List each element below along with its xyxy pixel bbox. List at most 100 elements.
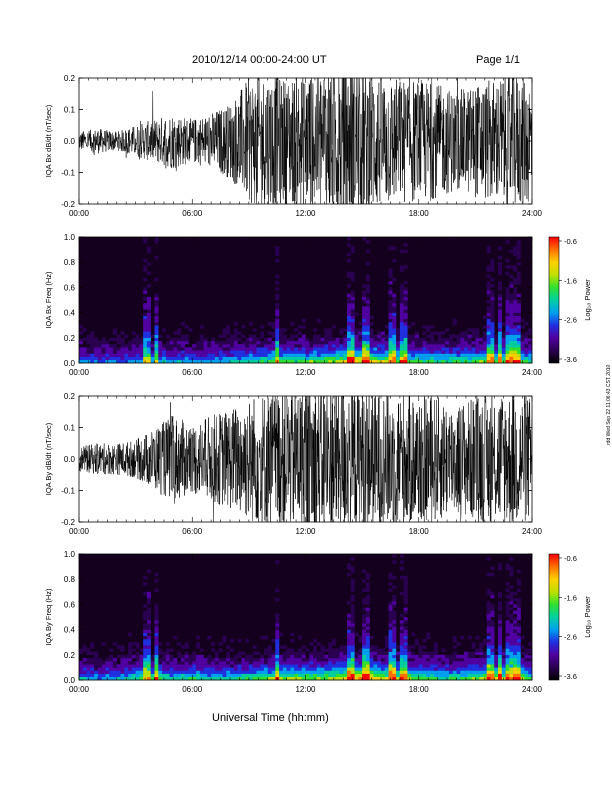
spectrogram-cell	[196, 356, 200, 361]
spectrogram-cell	[490, 359, 495, 364]
spectrogram-cell	[109, 648, 114, 652]
spectrogram-cell	[347, 300, 351, 304]
spectrogram-cell	[490, 268, 495, 272]
spectrogram-cell	[331, 664, 336, 668]
spectrogram-cell	[120, 340, 125, 345]
spectrogram-cell	[90, 667, 95, 671]
spectrogram-cell	[94, 350, 99, 354]
spectrogram-cell	[498, 632, 502, 637]
spectrogram-cell	[448, 334, 453, 338]
spectrogram-cell	[392, 598, 397, 602]
spectrogram-cell	[456, 664, 461, 668]
spectrogram-cell	[505, 582, 510, 586]
spectrogram-cell	[180, 654, 185, 659]
spectrogram-cell	[135, 676, 140, 681]
spectrogram-cell	[196, 673, 200, 678]
spectrogram-cell	[388, 315, 393, 320]
spectrogram-cell	[214, 356, 219, 361]
spectrogram-cell	[301, 353, 306, 357]
spectrogram-cell	[347, 629, 351, 633]
spectrogram-cell	[297, 667, 302, 671]
spectrogram-cell	[414, 642, 419, 646]
spectrogram-cell	[411, 359, 416, 364]
spectrogram-cell	[94, 651, 99, 655]
spectrogram-cell	[516, 598, 521, 602]
spectrogram-cell	[347, 243, 351, 247]
spectrogram-cell	[388, 642, 393, 646]
spectrogram-cell	[214, 673, 219, 678]
spectrogram-cell	[97, 657, 102, 662]
spectrogram-cell	[433, 642, 438, 646]
spectrogram-cell	[388, 645, 393, 649]
spectrogram-cell	[464, 340, 469, 345]
spectrogram-cell	[426, 356, 431, 361]
spectrogram-cell	[498, 566, 502, 570]
spectrogram-cell	[486, 328, 491, 332]
spectrogram-cell	[445, 667, 450, 671]
spectrogram-cell	[388, 582, 393, 586]
y-tick-label: 0.4	[64, 309, 76, 318]
spectrogram-cell	[286, 664, 291, 668]
spectrogram-cell	[192, 353, 197, 357]
spectrogram-cell	[471, 673, 476, 678]
spectrogram-cell	[445, 344, 450, 348]
spectrogram-cell	[245, 639, 250, 643]
spectrogram-cell	[260, 676, 265, 681]
spectrogram-cell	[335, 353, 340, 357]
spectrogram-cell	[154, 334, 159, 338]
spectrogram-cell	[516, 617, 521, 621]
spectrogram-cell	[486, 613, 491, 618]
spectrogram-cell	[358, 661, 363, 665]
spectrogram-cell	[403, 629, 408, 633]
spectrogram-cell	[260, 344, 265, 348]
spectrogram-cell	[513, 249, 518, 253]
spectrogram-cell	[362, 334, 367, 338]
spectrogram-cell	[241, 347, 246, 351]
spectrogram-cell	[513, 664, 518, 668]
spectrogram-cell	[490, 262, 495, 266]
spectrogram-cell	[388, 572, 393, 577]
spectrogram-cell	[490, 328, 495, 332]
spectrogram-cell	[316, 651, 321, 655]
spectrogram-cell	[180, 657, 185, 662]
spectrogram-cell	[124, 654, 129, 659]
spectrogram-cell	[407, 334, 412, 338]
spectrogram-cell	[392, 356, 397, 361]
spectrogram-cell	[301, 359, 306, 364]
spectrogram-cell	[486, 350, 491, 354]
spectrogram-cell	[448, 347, 453, 351]
spectrogram-cell	[143, 331, 148, 335]
spectrogram-cell	[467, 356, 472, 361]
spectrogram-cell	[252, 667, 257, 671]
spectrogram-cell	[343, 337, 348, 342]
spectrogram-cell	[328, 334, 333, 338]
spectrogram-cell	[297, 347, 302, 351]
spectrogram-cell	[267, 667, 272, 671]
spectrogram-cell	[373, 676, 378, 681]
spectrogram-cell	[116, 676, 121, 681]
spectrogram-cell	[520, 337, 525, 342]
spectrogram-cell	[169, 340, 174, 345]
spectrogram-cell	[146, 318, 151, 323]
spectrogram-cell	[513, 318, 518, 323]
spectrogram-cell	[362, 296, 367, 301]
spectrogram-cell	[426, 328, 431, 332]
spectrogram-cell	[354, 661, 359, 665]
spectrogram-cell	[399, 328, 404, 332]
spectrogram-cell	[437, 353, 442, 357]
spectrogram-cell	[97, 344, 102, 348]
spectrogram-cell	[279, 661, 284, 665]
spectrogram-cell	[516, 673, 521, 678]
spectrogram-cell	[260, 334, 265, 338]
spectrogram-cell	[226, 667, 231, 671]
spectrogram-cell	[490, 645, 495, 649]
spectrogram-cell	[498, 331, 502, 335]
spectrogram-cell	[180, 334, 185, 338]
spectrogram-cell	[94, 356, 99, 361]
spectrogram-cell	[509, 344, 514, 348]
spectrogram-cell	[505, 607, 510, 611]
spectrogram-cell	[418, 645, 423, 649]
spectrogram-cell	[388, 337, 393, 342]
spectrogram-cell	[452, 322, 457, 326]
spectrogram-cell	[301, 670, 306, 674]
